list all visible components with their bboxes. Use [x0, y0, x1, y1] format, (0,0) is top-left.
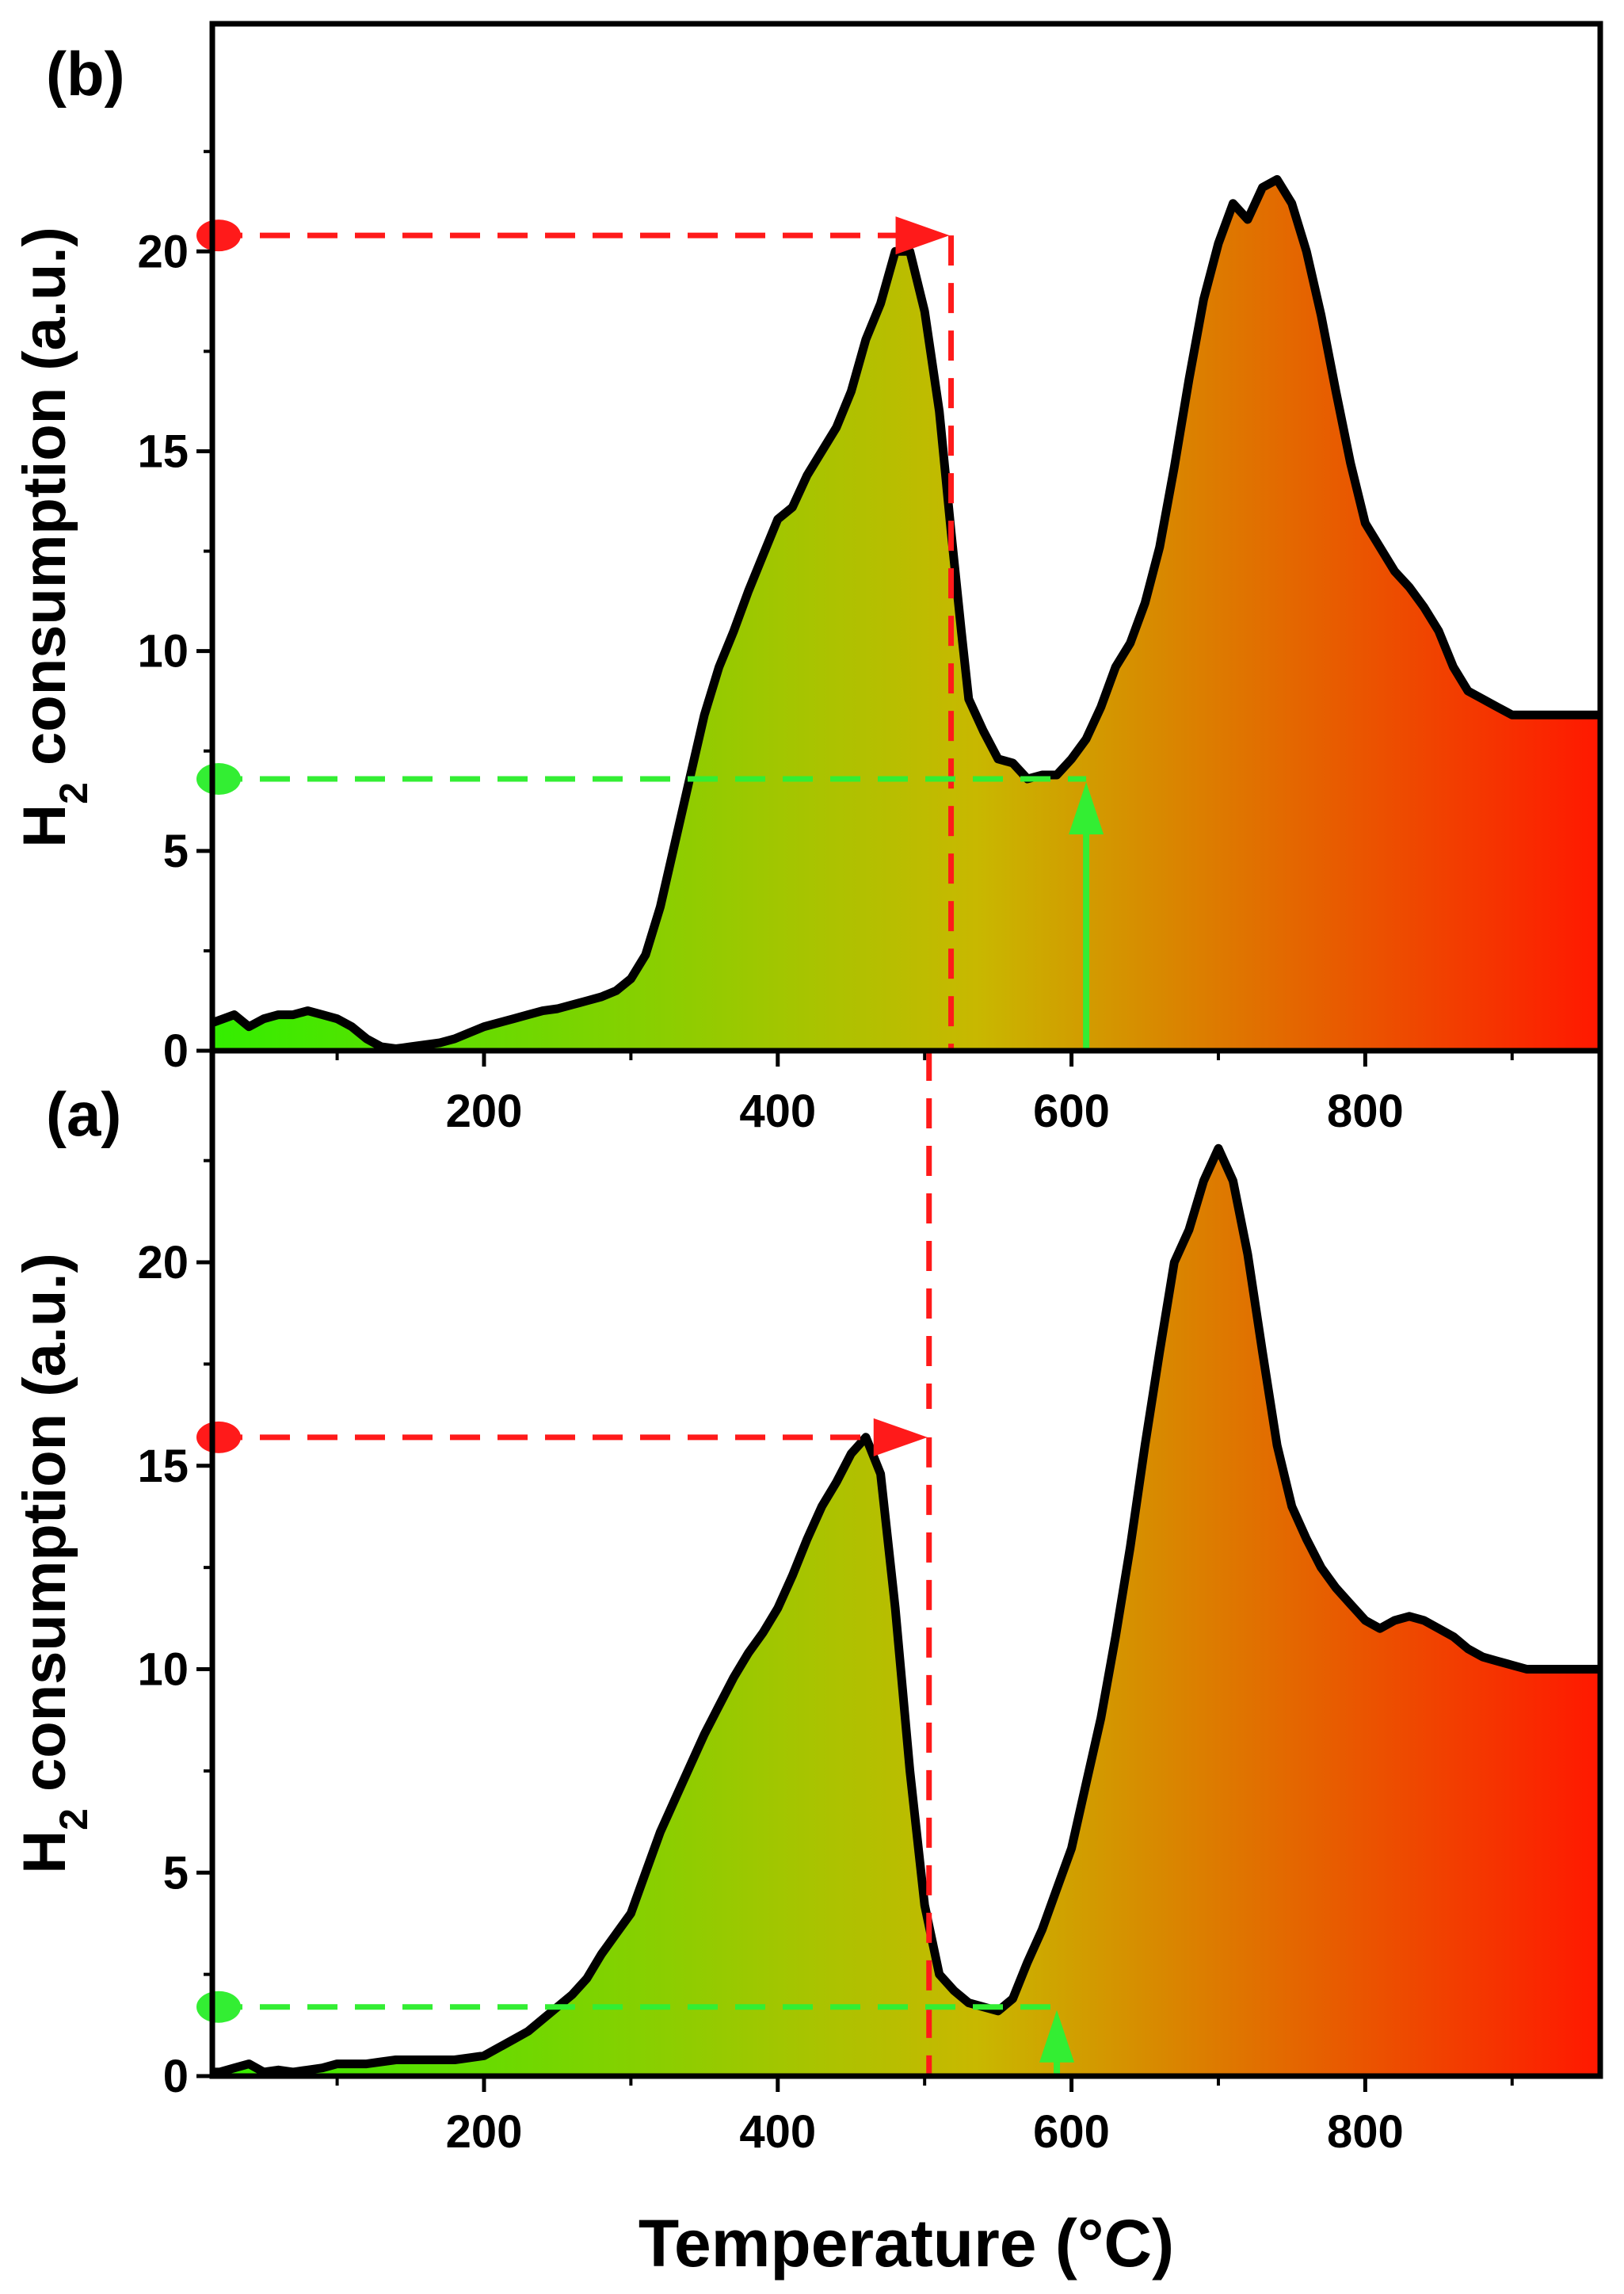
- area-fill-a: [212, 1148, 1600, 2076]
- y-tick-label-a: 0: [163, 2051, 189, 2102]
- x-tick-label-b: 200: [446, 1086, 523, 1137]
- y-tick-label-b: 0: [163, 1025, 189, 1077]
- x-tick-label-a: 600: [1033, 2106, 1110, 2158]
- x-tick-label-b: 800: [1327, 1086, 1404, 1137]
- y-tick-label-b: 5: [163, 826, 189, 877]
- peak-arrowhead-a: [873, 1418, 928, 1456]
- y-tick-label-b: 15: [137, 426, 189, 477]
- x-tick-label-a: 400: [739, 2106, 816, 2158]
- y-axis-title-b: H2 consumption (a.u.): [11, 227, 96, 848]
- peak-marker-b: [196, 219, 241, 252]
- y-tick-label-b: 20: [137, 226, 189, 277]
- y-tick-label-a: 15: [137, 1441, 189, 1492]
- valley-marker-b: [196, 763, 241, 796]
- frame-panel-a: [209, 1048, 1603, 2079]
- y-axis-title-a: H2 consumption (a.u.): [11, 1253, 96, 1874]
- x-tick-label-a: 200: [446, 2106, 523, 2158]
- y-tick-label-a: 5: [163, 1847, 189, 1899]
- valley-arrowhead-b: [1069, 782, 1104, 835]
- x-tick-label-b: 600: [1033, 1086, 1110, 1137]
- peak-arrowhead-b: [895, 216, 950, 255]
- panel-label-b: (b): [46, 39, 125, 109]
- x-axis-title: Temperature (°C): [639, 2206, 1174, 2281]
- series-line-a: [212, 1143, 1600, 2076]
- x-tick-label-b: 400: [739, 1086, 816, 1137]
- area-fill-b: [212, 179, 1600, 1051]
- y-tick-label-a: 20: [137, 1237, 189, 1288]
- y-tick-label-b: 10: [137, 626, 189, 678]
- panel-label-a: (a): [46, 1079, 121, 1149]
- series-line-b: [212, 175, 1600, 1051]
- peak-marker-a: [196, 1421, 241, 1453]
- y-tick-label-a: 10: [137, 1644, 189, 1696]
- x-tick-label-a: 800: [1327, 2106, 1404, 2158]
- valley-arrowhead-a: [1039, 2010, 1075, 2063]
- valley-marker-a: [196, 1991, 241, 2023]
